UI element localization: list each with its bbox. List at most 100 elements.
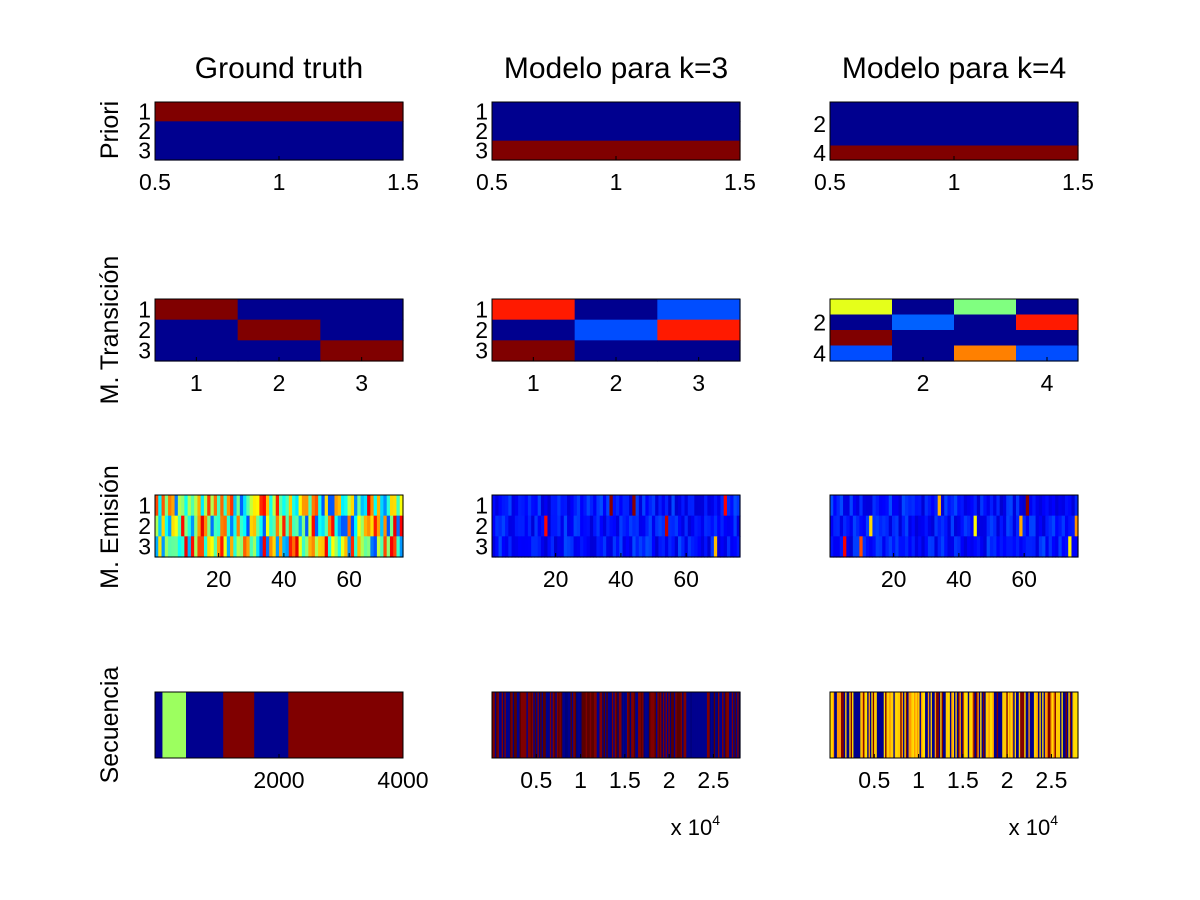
heatmap-cell bbox=[655, 536, 660, 558]
sequence-segment bbox=[966, 692, 969, 758]
sequence-segment bbox=[838, 692, 841, 758]
heatmap-cell bbox=[1042, 536, 1046, 558]
heatmap-cell bbox=[1032, 495, 1037, 517]
heatmap-cell bbox=[181, 495, 185, 517]
heatmap-cell bbox=[256, 495, 261, 517]
sequence-segment bbox=[690, 692, 693, 758]
sequence-segment bbox=[1007, 692, 1010, 758]
heatmap-cell bbox=[839, 515, 844, 537]
sequence-segment bbox=[830, 692, 832, 758]
heatmap-cell bbox=[830, 495, 834, 517]
sequence-segment bbox=[871, 692, 874, 758]
heatmap-cell bbox=[321, 495, 326, 517]
sequence-segment bbox=[967, 692, 970, 758]
sequence-segment bbox=[1040, 692, 1043, 758]
sequence-segment bbox=[529, 692, 532, 758]
heatmap-cell bbox=[360, 536, 365, 558]
subplot-emision-3: 20 40 60 bbox=[829, 494, 1079, 592]
heatmap-cell bbox=[619, 515, 624, 537]
sequence-segment bbox=[879, 692, 882, 758]
heatmap-cell bbox=[989, 495, 994, 517]
heatmap-cell bbox=[187, 515, 192, 537]
heatmap-cell bbox=[927, 495, 932, 517]
heatmap-cell bbox=[1022, 536, 1027, 558]
heatmap-cell bbox=[1042, 495, 1046, 517]
heatmap-cell bbox=[830, 116, 1079, 132]
heatmap-cell bbox=[155, 319, 239, 341]
heatmap-cell bbox=[155, 340, 239, 362]
heatmap-cell bbox=[174, 536, 179, 558]
heatmap-cell bbox=[301, 536, 306, 558]
heatmap-cell bbox=[508, 536, 513, 558]
heatmap-cell bbox=[518, 515, 522, 537]
sequence-segment bbox=[905, 692, 908, 758]
heatmap-cell bbox=[1025, 536, 1030, 558]
heatmap-cell bbox=[651, 515, 656, 537]
heatmap-cell bbox=[892, 330, 955, 347]
heatmap-cell bbox=[694, 495, 699, 517]
heatmap-cell bbox=[318, 495, 323, 517]
heatmap-cell bbox=[256, 536, 261, 558]
heatmap-cell bbox=[629, 495, 633, 517]
heatmap-cell bbox=[318, 515, 323, 537]
heatmap-cell bbox=[171, 536, 176, 558]
sequence-segment bbox=[518, 692, 521, 758]
sequence-segment bbox=[1069, 692, 1072, 758]
heatmap-cell bbox=[527, 536, 532, 558]
x-tick-label: 2 bbox=[1001, 767, 1014, 793]
sequence-segment bbox=[704, 692, 707, 758]
heatmap-cell bbox=[282, 536, 287, 558]
heatmap-cell bbox=[872, 536, 877, 558]
sequence-segment bbox=[896, 692, 899, 758]
heatmap-cell bbox=[1016, 536, 1020, 558]
sequence-segment bbox=[977, 692, 980, 758]
sequence-segment bbox=[1038, 692, 1041, 758]
sequence-segment bbox=[639, 692, 642, 758]
heatmap-cell bbox=[872, 495, 877, 517]
heatmap-cell bbox=[671, 495, 676, 517]
x-tick-label: 1.5 bbox=[1062, 169, 1094, 195]
sequence-segment bbox=[162, 692, 187, 758]
heatmap-cell bbox=[279, 536, 283, 558]
sequence-segment bbox=[664, 692, 667, 758]
x-tick-label: 2.5 bbox=[1035, 767, 1067, 793]
heatmap-cell bbox=[638, 536, 643, 558]
heatmap-cell bbox=[265, 515, 270, 537]
sequence-segment bbox=[554, 692, 556, 758]
heatmap-cell bbox=[865, 495, 870, 517]
sequence-segment bbox=[1003, 692, 1006, 758]
sequence-segment bbox=[571, 692, 574, 758]
sequence-segment bbox=[1016, 692, 1018, 758]
heatmap-cell bbox=[213, 515, 218, 537]
sequence-segment bbox=[922, 692, 925, 758]
heatmap-cell bbox=[632, 536, 637, 558]
x-tick-label: 40 bbox=[946, 566, 972, 592]
heatmap-cell bbox=[651, 536, 656, 558]
sequence-segment bbox=[621, 692, 624, 758]
heatmap-cell bbox=[1055, 515, 1060, 537]
heatmap-cell bbox=[924, 515, 929, 537]
heatmap-cell bbox=[1064, 536, 1069, 558]
heatmap-cell bbox=[393, 515, 398, 537]
heatmap-cell bbox=[305, 536, 309, 558]
sequence-segment bbox=[852, 692, 855, 758]
heatmap-cell bbox=[547, 495, 552, 517]
heatmap-cell bbox=[921, 536, 926, 558]
sequence-segment bbox=[920, 692, 923, 758]
sequence-segment bbox=[893, 692, 896, 758]
sequence-segment bbox=[1065, 692, 1068, 758]
sequence-segment bbox=[872, 692, 875, 758]
sequence-segment bbox=[653, 692, 656, 758]
sequence-segment bbox=[223, 692, 255, 758]
heatmap-cell bbox=[934, 515, 939, 537]
heatmap-cell bbox=[967, 536, 971, 558]
sequence-segment bbox=[636, 692, 639, 758]
heatmap-cell bbox=[320, 299, 404, 321]
sequence-segment bbox=[610, 692, 613, 758]
sequence-segment bbox=[516, 692, 519, 758]
sequence-segment bbox=[614, 692, 617, 758]
heatmap-cell bbox=[380, 536, 385, 558]
heatmap-cell bbox=[350, 515, 355, 537]
heatmap-cell bbox=[396, 495, 401, 517]
heatmap-cell bbox=[249, 515, 254, 537]
